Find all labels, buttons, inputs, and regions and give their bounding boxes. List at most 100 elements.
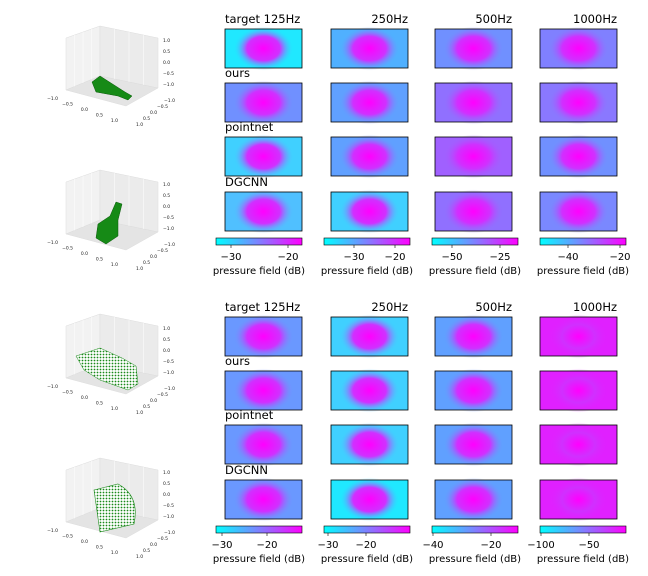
z-tick-label: 0.5: [163, 481, 170, 487]
heatmap-blob: [548, 189, 609, 234]
colorbar-label: pressure field (dB): [213, 266, 305, 277]
z-tick-label: −0.5: [163, 71, 174, 77]
x-tick-label: 0.0: [81, 539, 88, 545]
colorbar-tick-label: −20: [609, 252, 630, 263]
z-tick-label: −0.5: [163, 503, 174, 509]
heatmap-blob: [233, 477, 294, 522]
heatmap-blob: [443, 422, 504, 467]
z-tick-label: 1.0: [163, 182, 170, 188]
colorbar-tick-label: −100: [527, 540, 554, 551]
heatmap-blob: [233, 80, 294, 125]
z-tick-label: 0.0: [163, 204, 170, 210]
heatmap-blob: [443, 189, 504, 234]
colorbar: [215, 525, 303, 534]
x-tick-label: −0.5: [62, 534, 73, 540]
colorbar-tick-label: −25: [489, 252, 510, 263]
heatmap-frame: [224, 82, 303, 123]
x-tick-label: 0.5: [96, 401, 103, 407]
heatmap-frame: [224, 136, 303, 177]
row-label: DGCNN: [225, 175, 268, 189]
heatmap-frame: [539, 136, 618, 177]
heatmap-frame: [539, 82, 618, 123]
heatmap-blob: [339, 189, 400, 234]
y-tick-label: −0.5: [157, 248, 168, 254]
heatmap-frame: [224, 370, 303, 411]
row-label: pointnet: [225, 120, 274, 134]
heatmap-blob: [548, 314, 609, 359]
y-tick-label: 0.0: [150, 254, 157, 260]
z-tick-label: −1.0: [163, 514, 174, 520]
x-tick-label: 0.0: [81, 251, 88, 257]
z-tick-label: 1.0: [163, 470, 170, 476]
heatmap-blob: [443, 134, 504, 179]
heatmap-frame: [539, 370, 618, 411]
plot-3d: −1.0−1.01.0−0.5−0.50.50.00.00.00.50.5−0.…: [47, 169, 175, 272]
heatmap-frame: [224, 424, 303, 465]
heatmap-frame: [330, 136, 409, 177]
heatmap-blob: [233, 189, 294, 234]
x-tick-label: 1.0: [111, 118, 118, 124]
colorbar: [431, 525, 519, 534]
colorbar: [431, 237, 519, 246]
object: [91, 75, 133, 101]
heatmap-frame: [330, 479, 409, 520]
plot-3d: −1.0−1.01.0−0.5−0.50.50.00.00.00.50.5−0.…: [47, 25, 175, 128]
heatmap-frame: [434, 424, 513, 465]
y-tick-label: 0.5: [143, 404, 150, 410]
z-tick-label: −1.0: [163, 226, 174, 232]
heatmap-blob: [339, 26, 400, 71]
colorbar-tick-label: −20: [355, 540, 376, 551]
x-tick-label: 0.5: [96, 545, 103, 551]
x-tick-label: −1.0: [47, 384, 58, 390]
y-tick-label: −0.5: [157, 536, 168, 542]
colorbar-tick-label: −50: [578, 540, 599, 551]
row-label: pointnet: [225, 408, 274, 422]
frequency-label: 250Hz: [371, 12, 408, 26]
row-label: DGCNN: [225, 463, 268, 477]
heatmap-blob: [233, 422, 294, 467]
z-tick-label: 0.0: [163, 492, 170, 498]
colorbar-tick-label: −20: [384, 252, 405, 263]
heatmap-frame: [539, 424, 618, 465]
frequency-label: target 125Hz: [225, 300, 300, 314]
frequency-label: 1000Hz: [573, 12, 617, 26]
x-tick-label: 0.5: [96, 113, 103, 119]
colorbar-tick-label: −30: [343, 252, 364, 263]
heatmap-frame: [330, 370, 409, 411]
heatmap-blob: [443, 477, 504, 522]
heatmap-frame: [434, 316, 513, 357]
object: [75, 347, 139, 391]
object: [95, 201, 123, 245]
heatmap-frame: [434, 28, 513, 69]
colorbar-label: pressure field (dB): [213, 554, 305, 565]
heatmap-frame: [224, 191, 303, 232]
x-tick-label: 1.0: [111, 262, 118, 268]
colorbar-label: pressure field (dB): [537, 266, 629, 277]
z-tick-label: 1.0: [163, 326, 170, 332]
colorbar-label: pressure field (dB): [321, 266, 413, 277]
z-tick-label: 1.0: [163, 38, 170, 44]
heatmap-blob: [548, 477, 609, 522]
heatmap-frame: [330, 28, 409, 69]
heatmap-blob: [443, 368, 504, 413]
y-tick-label: 0.5: [143, 548, 150, 554]
heatmap-frame: [539, 479, 618, 520]
y-tick-label: −1.0: [164, 386, 175, 392]
heatmap-blob: [443, 314, 504, 359]
heatmap-frame: [539, 28, 618, 69]
heatmap-frame: [224, 316, 303, 357]
colorbar-label: pressure field (dB): [429, 554, 521, 565]
z-tick-label: −0.5: [163, 359, 174, 365]
frequency-label: target 125Hz: [225, 12, 300, 26]
heatmap-frame: [330, 424, 409, 465]
x-tick-label: 1.0: [111, 550, 118, 556]
heatmap-blob: [548, 134, 609, 179]
heatmap-blob: [443, 26, 504, 71]
colorbar-tick-label: −20: [256, 540, 277, 551]
heatmap-frame: [330, 82, 409, 123]
colorbar: [215, 237, 303, 246]
y-tick-label: 0.0: [150, 110, 157, 116]
x-tick-label: −0.5: [62, 102, 73, 108]
heatmap-frame: [224, 479, 303, 520]
